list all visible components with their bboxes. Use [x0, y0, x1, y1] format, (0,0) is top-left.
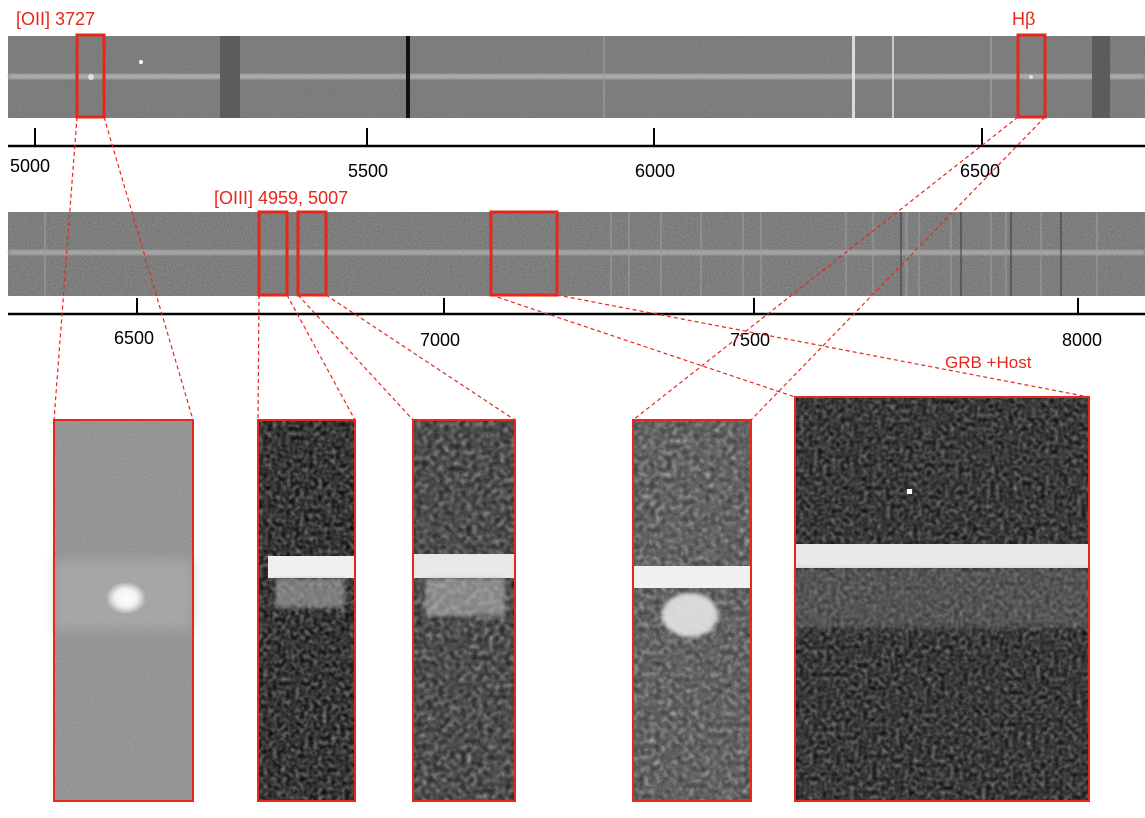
highlight-boxes: [75, 33, 1047, 297]
grb-host-label: GRB +Host: [945, 353, 1032, 372]
oiii-label: [OIII] 4959, 5007: [214, 188, 348, 208]
top-wavelength-axis: 5000 5500 6000 6500: [8, 128, 1145, 181]
oii-label: [OII] 3727: [16, 9, 95, 29]
top-axis-tick-label: 5500: [348, 161, 388, 181]
zoom-panel-hbeta: [632, 419, 752, 802]
hbeta-highlight-box: [1016, 33, 1047, 119]
bottom-spectrum-strip: [8, 212, 1145, 296]
oiii-5007-highlight-box: [296, 210, 328, 297]
bottom-axis-tick-label: 6500: [114, 328, 154, 348]
top-axis-tick-label: 6500: [960, 161, 1000, 181]
top-spectrum-strip: [8, 36, 1145, 118]
zoom-panel-grb-host: [794, 396, 1090, 802]
top-axis-tick-label: 6000: [635, 161, 675, 181]
bottom-axis-tick-label: 7500: [730, 330, 770, 350]
zoom-panel-oiii-5007: [412, 419, 516, 802]
bottom-axis-tick-label: 7000: [420, 330, 460, 350]
zoom-connectors: [53, 116, 1090, 421]
hbeta-label: Hβ: [1012, 9, 1035, 29]
oiii-4959-highlight-box: [257, 210, 289, 297]
grb-host-highlight-box: [489, 210, 559, 297]
bottom-axis-tick-label: 8000: [1062, 330, 1102, 350]
oii-highlight-box: [75, 33, 106, 119]
zoom-panel-oiii-4959: [257, 419, 356, 802]
top-axis-tick-label: 5000: [10, 156, 50, 176]
bottom-wavelength-axis: 6500 7000 7500 8000: [8, 298, 1145, 350]
zoom-panel-oii: [53, 419, 194, 802]
